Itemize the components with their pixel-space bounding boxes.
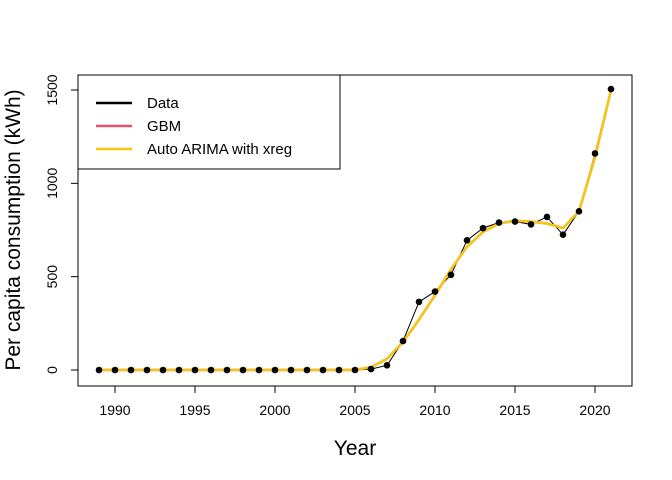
legend-box [77,74,341,170]
x-tick-label: 2010 [419,402,450,418]
x-axis-title: Year [334,437,376,460]
x-tick-label: 2020 [579,402,610,418]
x-tick-label: 2005 [339,402,370,418]
data-point [463,236,471,244]
y-axis-title: Per capita consumption (kWh) [2,89,25,370]
data-point [143,366,151,374]
x-axis: 1990 1995 2000 2005 2010 2015 2020 [99,385,611,418]
y-tick-label: 1000 [44,168,60,199]
data-layer [95,85,615,374]
data-point [543,213,551,221]
data-point [511,218,519,225]
data-point [287,366,295,374]
legend: Data GBM Auto ARIMA with xreg [77,74,341,170]
data-point [335,366,343,374]
data-point [367,365,375,373]
data-point [527,221,535,228]
data-point [479,224,487,232]
data-point [559,231,567,238]
x-tick-label: 2000 [259,402,290,418]
data-point [383,362,391,369]
data-point [159,366,167,374]
data-point [319,366,327,374]
data-point [223,366,231,374]
data-point [127,366,135,374]
y-tick-label: 0 [44,366,60,374]
y-tick-label: 1500 [44,74,60,105]
data-point [191,366,199,374]
data-point [303,366,311,374]
x-tick-label: 1995 [179,402,210,418]
y-axis: 0 500 1000 1500 [44,74,79,374]
x-tick-label: 2015 [499,402,530,418]
data-point [207,366,215,374]
legend-label-1: GBM [147,118,181,135]
x-tick-label: 1990 [99,402,130,418]
data-point [415,298,423,306]
data-point [495,219,503,226]
data-point [95,366,103,374]
data-point [239,366,247,374]
data-point [111,366,119,374]
data-point [271,366,279,374]
data-point [399,337,407,345]
legend-label-2: Auto ARIMA with xreg [147,141,292,158]
data-point [175,366,183,374]
data-point [255,366,263,374]
data-point [351,366,359,374]
data-point [431,288,439,295]
data-point [591,150,599,157]
data-point [607,85,615,93]
data-point [447,271,455,279]
y-tick-label: 500 [44,265,60,289]
data-point [575,208,583,215]
legend-label-0: Data [147,95,179,112]
